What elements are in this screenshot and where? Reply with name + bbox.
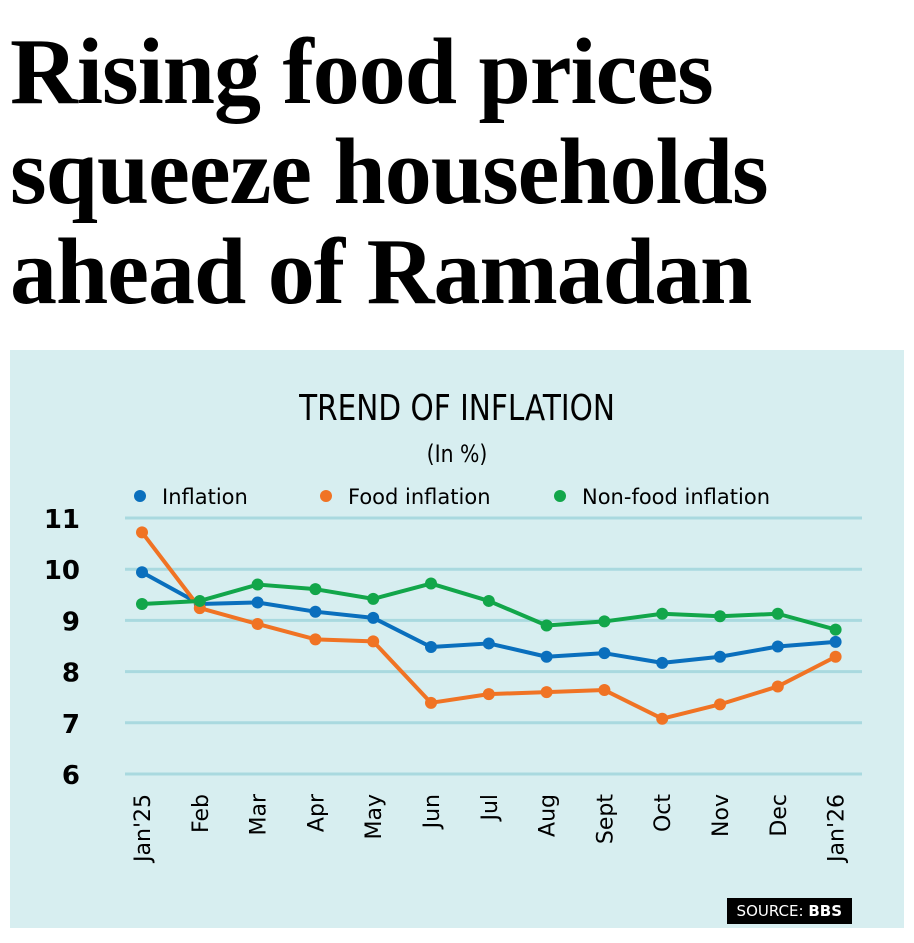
y-tick-label: 6 [62, 761, 80, 791]
data-point [367, 592, 380, 605]
x-tick-label: Mar [247, 793, 272, 835]
y-tick-label: 10 [44, 556, 80, 586]
data-point [136, 526, 148, 539]
data-point [367, 635, 380, 648]
x-tick-label: Feb [189, 794, 214, 833]
y-tick-label: 8 [62, 659, 80, 689]
x-tick-label: Jun [420, 794, 445, 830]
headline: Rising food prices squeeze households ah… [10, 20, 769, 324]
data-point [425, 641, 437, 654]
data-point [482, 637, 495, 650]
chart-subtitle: (In %) [426, 440, 488, 468]
data-point [771, 680, 784, 693]
y-tick-label: 7 [62, 710, 80, 740]
data-point [136, 598, 148, 611]
data-point [251, 617, 264, 630]
x-tick-label: Apr [304, 793, 329, 832]
source-prefix: SOURCE: [736, 902, 804, 920]
data-point [251, 596, 264, 609]
data-point [309, 633, 322, 646]
data-point [656, 607, 669, 620]
data-point [771, 607, 784, 620]
data-point [714, 698, 726, 711]
data-point [598, 684, 611, 697]
source-value: BBS [808, 902, 842, 920]
data-point [193, 594, 206, 607]
x-tick-label: Nov [709, 794, 734, 837]
data-point [425, 696, 437, 709]
chart-panel: TREND OF INFLATION (In %) 6 7 8 9 10 11 Jan'25… [10, 350, 904, 928]
data-point [309, 583, 322, 596]
source-label: SOURCE: BBS [726, 898, 852, 924]
data-point [136, 566, 148, 579]
data-point [656, 656, 669, 669]
y-tick-label: 9 [62, 607, 80, 637]
legend-label: Food inflation [348, 485, 491, 509]
legend-marker [320, 490, 332, 502]
data-point [251, 578, 264, 591]
x-tick-label: Jul [478, 794, 503, 823]
data-point [540, 686, 553, 699]
x-tick-label: May [362, 794, 387, 839]
x-tick-label: Dec [767, 794, 792, 837]
legend-label: Non-food inflation [582, 485, 770, 509]
x-tick-label: Aug [536, 794, 561, 837]
data-point [771, 640, 784, 653]
x-tick-label: Oct [651, 794, 676, 832]
x-tick-label: Jan'25 [131, 794, 156, 864]
legend-marker [554, 490, 566, 502]
data-point [598, 615, 611, 628]
data-point [540, 619, 553, 632]
chart-title: TREND OF INFLATION [299, 388, 615, 429]
x-tick-label: Sept [593, 794, 618, 844]
y-tick-label: 11 [44, 505, 80, 535]
legend-label: Inflation [162, 485, 248, 509]
data-point [598, 647, 611, 660]
legend-marker [134, 490, 146, 502]
data-point [829, 650, 842, 663]
data-point [714, 610, 726, 623]
data-point [482, 688, 495, 701]
x-tick-label: Jan'26 [825, 794, 850, 864]
data-point [829, 635, 842, 648]
data-point [714, 650, 726, 663]
data-point [309, 605, 322, 618]
data-point [367, 611, 380, 624]
line-chart: 6 7 8 9 10 11 Jan'25 Feb Mar Apr May Jun Jul Aug Sept O… [44, 485, 862, 864]
data-point [656, 712, 669, 725]
data-point [425, 577, 437, 590]
data-point [829, 623, 842, 636]
data-point [540, 650, 553, 663]
data-point [482, 594, 495, 607]
